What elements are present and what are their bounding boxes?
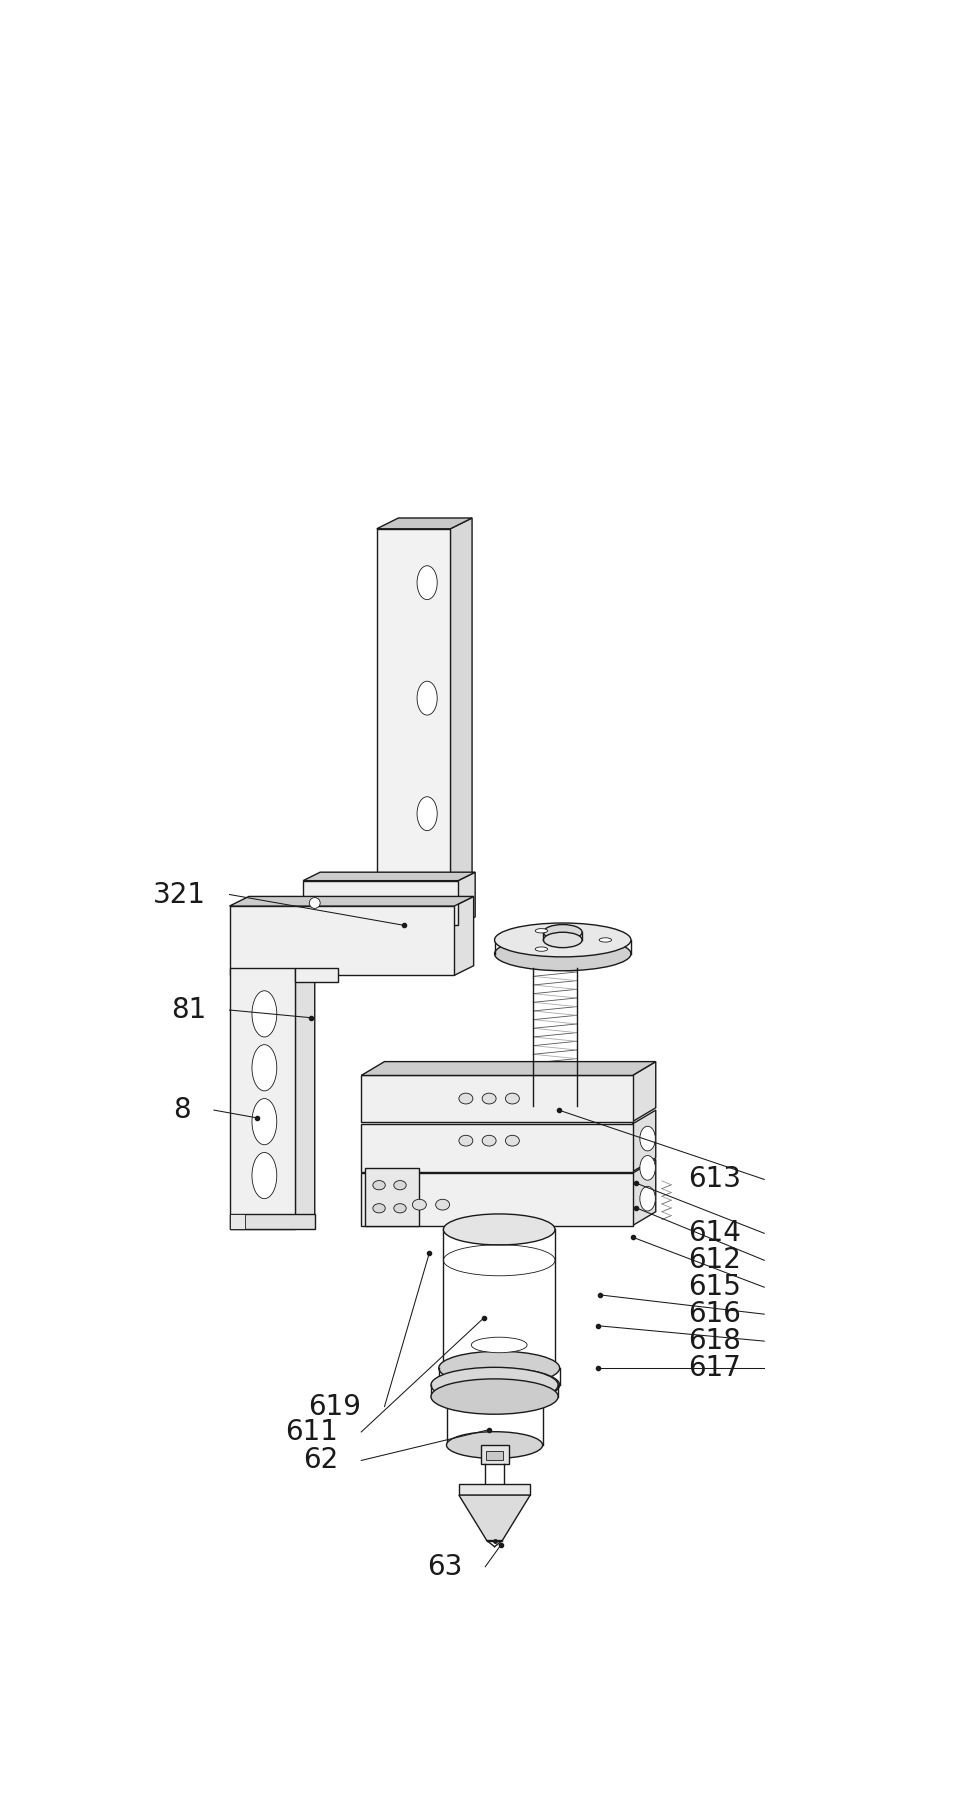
Ellipse shape bbox=[394, 1181, 407, 1190]
Text: 8: 8 bbox=[173, 1096, 191, 1125]
Ellipse shape bbox=[482, 1136, 497, 1146]
Ellipse shape bbox=[252, 990, 277, 1038]
Ellipse shape bbox=[640, 1156, 655, 1181]
Polygon shape bbox=[450, 519, 472, 914]
Text: 616: 616 bbox=[688, 1301, 741, 1328]
Text: 611: 611 bbox=[286, 1419, 338, 1446]
Text: 81: 81 bbox=[171, 996, 206, 1025]
Polygon shape bbox=[303, 880, 458, 925]
Bar bbox=[486, 1451, 503, 1460]
Ellipse shape bbox=[439, 1368, 560, 1402]
Polygon shape bbox=[229, 905, 454, 976]
Polygon shape bbox=[458, 873, 475, 925]
Ellipse shape bbox=[535, 929, 548, 932]
Polygon shape bbox=[454, 896, 473, 976]
Ellipse shape bbox=[495, 936, 631, 970]
Ellipse shape bbox=[252, 1045, 277, 1090]
Polygon shape bbox=[361, 1076, 632, 1121]
Text: 612: 612 bbox=[688, 1246, 741, 1273]
Ellipse shape bbox=[446, 1384, 543, 1409]
Polygon shape bbox=[365, 1168, 419, 1226]
Ellipse shape bbox=[640, 1186, 655, 1212]
Ellipse shape bbox=[431, 1368, 559, 1402]
Ellipse shape bbox=[505, 1094, 520, 1105]
Polygon shape bbox=[459, 1484, 530, 1495]
Ellipse shape bbox=[417, 682, 438, 715]
Ellipse shape bbox=[417, 796, 438, 831]
Ellipse shape bbox=[439, 1351, 560, 1384]
Text: 321: 321 bbox=[153, 880, 206, 909]
Text: 613: 613 bbox=[688, 1165, 741, 1194]
Polygon shape bbox=[632, 1061, 655, 1121]
Ellipse shape bbox=[459, 1094, 472, 1105]
Ellipse shape bbox=[640, 1126, 655, 1150]
Ellipse shape bbox=[252, 1152, 277, 1199]
Bar bbox=[480, 1446, 508, 1464]
Ellipse shape bbox=[417, 566, 438, 600]
Polygon shape bbox=[632, 1110, 655, 1172]
Ellipse shape bbox=[431, 1379, 559, 1415]
Ellipse shape bbox=[436, 1199, 449, 1210]
Polygon shape bbox=[459, 1495, 530, 1540]
Text: 615: 615 bbox=[688, 1273, 741, 1301]
Ellipse shape bbox=[443, 1214, 555, 1244]
Ellipse shape bbox=[482, 1094, 497, 1105]
Polygon shape bbox=[229, 967, 295, 1230]
Ellipse shape bbox=[459, 1136, 472, 1146]
Ellipse shape bbox=[252, 1099, 277, 1145]
Text: 614: 614 bbox=[688, 1219, 741, 1248]
Ellipse shape bbox=[535, 947, 548, 951]
Text: 62: 62 bbox=[303, 1446, 338, 1475]
Polygon shape bbox=[295, 967, 338, 981]
Ellipse shape bbox=[599, 938, 612, 941]
Polygon shape bbox=[295, 958, 315, 1230]
Ellipse shape bbox=[543, 925, 582, 940]
Ellipse shape bbox=[412, 1199, 426, 1210]
Ellipse shape bbox=[471, 1337, 528, 1353]
Text: 63: 63 bbox=[427, 1553, 462, 1580]
Ellipse shape bbox=[446, 1431, 543, 1458]
Polygon shape bbox=[229, 896, 473, 905]
Polygon shape bbox=[229, 1214, 315, 1230]
Ellipse shape bbox=[394, 1204, 407, 1214]
Polygon shape bbox=[303, 873, 475, 880]
Ellipse shape bbox=[495, 923, 631, 956]
Ellipse shape bbox=[373, 1181, 385, 1190]
Polygon shape bbox=[361, 1174, 632, 1226]
Text: 617: 617 bbox=[688, 1353, 741, 1382]
Polygon shape bbox=[632, 1159, 655, 1226]
Ellipse shape bbox=[310, 898, 320, 909]
Polygon shape bbox=[361, 1061, 655, 1076]
Polygon shape bbox=[361, 1125, 632, 1172]
Ellipse shape bbox=[505, 1136, 520, 1146]
Polygon shape bbox=[377, 528, 450, 914]
Polygon shape bbox=[229, 1214, 245, 1230]
Polygon shape bbox=[377, 519, 472, 528]
Ellipse shape bbox=[543, 932, 582, 947]
Ellipse shape bbox=[443, 1353, 555, 1384]
Text: 619: 619 bbox=[308, 1393, 361, 1420]
Ellipse shape bbox=[373, 1204, 385, 1214]
Text: 618: 618 bbox=[688, 1328, 741, 1355]
